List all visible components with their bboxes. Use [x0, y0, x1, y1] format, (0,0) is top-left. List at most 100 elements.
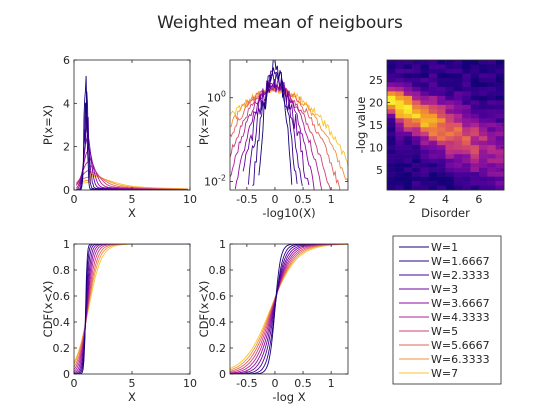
heatmap-cell	[387, 60, 396, 65]
heatmap-cell	[403, 149, 413, 155]
heatmap-cell	[453, 91, 463, 97]
panel-1: 0 5 10 0 2 4 6 X P(x=X)	[41, 54, 197, 220]
heatmap-cell	[445, 131, 455, 137]
heatmap-cell	[395, 77, 405, 83]
heatmap-cell	[462, 64, 471, 70]
series-layer	[74, 244, 190, 374]
heatmap-cell	[437, 104, 446, 110]
heatmap-cell	[445, 172, 455, 177]
heatmap-cell	[453, 176, 463, 182]
x-axis-label: X	[128, 390, 136, 404]
heatmap-cell	[487, 60, 496, 65]
heatmap-cell	[387, 154, 396, 159]
heatmap-cell	[395, 60, 405, 65]
heatmap-cell	[487, 145, 496, 150]
heatmap-cell	[470, 100, 480, 106]
heatmap-cell	[428, 158, 438, 164]
heatmap-cell	[412, 145, 421, 150]
heatmap-cell	[403, 185, 413, 191]
heatmap-cell	[462, 95, 471, 101]
heatmap-cell	[437, 149, 446, 155]
y-tick-label: 25	[369, 74, 383, 87]
series-line-w5	[74, 244, 190, 374]
series-line-w4	[242, 76, 310, 186]
heatmap-cell	[420, 158, 430, 164]
heatmap-cell	[478, 64, 488, 70]
heatmap-cell	[428, 100, 438, 106]
heatmap-cell	[445, 73, 455, 79]
heatmap-cell	[412, 149, 421, 155]
heatmap-cell	[428, 172, 438, 177]
heatmap-cell	[478, 154, 488, 159]
heatmap-cell	[437, 131, 446, 137]
heatmap-cell	[387, 158, 396, 164]
heatmap-cell	[412, 82, 421, 88]
heatmap-cell	[445, 154, 455, 159]
heatmap-cell	[470, 140, 480, 146]
heatmap-cell	[420, 77, 430, 83]
legend-label-w3: W=2.3333	[431, 269, 490, 282]
x-tick-label: 1	[328, 193, 335, 206]
heatmap-cell	[487, 113, 496, 119]
panel-5: -0.5 0 0.5 1 0 0.2 0.4 0.6 0.8 1 -log X CDF(x<X)	[197, 238, 349, 404]
x-tick-label: 4	[442, 193, 449, 206]
heatmap-cell	[428, 68, 438, 74]
heatmap-cell	[478, 82, 488, 88]
heatmap-cell	[445, 95, 455, 101]
heatmap-cell	[487, 73, 496, 79]
heatmap-cell	[403, 95, 413, 101]
heatmap-cell	[437, 73, 446, 79]
heatmap-cell	[428, 127, 438, 133]
y-tick-label: 1	[219, 238, 226, 251]
x-tick-label: 10	[183, 193, 197, 206]
heatmap-cell	[437, 185, 446, 191]
x-tick-label: 0	[271, 377, 278, 390]
heatmap-cell	[420, 127, 430, 133]
x-axis-label: -log10(X)	[262, 206, 315, 220]
heatmap-cell	[395, 181, 405, 186]
heatmap-cell	[487, 181, 496, 186]
heatmap-cell	[453, 68, 463, 74]
heatmap-cell	[445, 167, 455, 173]
heatmap-cell	[478, 68, 488, 74]
heatmap-cell	[462, 145, 471, 150]
heatmap-cell	[428, 91, 438, 97]
panel-4: 0 5 10 0 0.2 0.4 0.6 0.8 1 X CDF(x<X)	[41, 238, 197, 404]
x-tick-label: 6	[475, 193, 482, 206]
heatmap-cell	[387, 118, 396, 124]
heatmap-cell	[462, 86, 471, 92]
heatmap-cell	[387, 136, 396, 141]
heatmap-cell	[420, 73, 430, 79]
heatmap-cell	[495, 82, 505, 88]
series-line-w10	[230, 244, 348, 370]
heatmap-cell	[412, 136, 421, 141]
heatmap-cell	[420, 122, 430, 128]
y-tick-label: 20	[369, 97, 383, 110]
heatmap-cell	[403, 82, 413, 88]
heatmap-cell	[395, 176, 405, 182]
heatmap-cell	[478, 136, 488, 141]
heatmap-cell	[403, 91, 413, 97]
heatmap-cell	[495, 91, 505, 97]
heatmap-cell	[412, 154, 421, 159]
heatmap-cell	[387, 149, 396, 155]
heatmap-cell	[495, 113, 505, 119]
heatmap-cell	[495, 163, 505, 168]
heatmap-cell	[445, 185, 455, 191]
heatmap-cell	[420, 181, 430, 186]
heatmap-cell	[478, 145, 488, 150]
heatmap-cell	[387, 77, 396, 83]
x-tick-label: 0.5	[294, 193, 312, 206]
heatmap-cell	[387, 145, 396, 150]
heatmap-cell	[412, 163, 421, 168]
heatmap-cell	[487, 104, 496, 110]
x-axis-label: Disorder	[421, 206, 470, 220]
heatmap-cell	[420, 145, 430, 150]
series-line-w2	[252, 67, 298, 186]
heatmap-cell	[487, 163, 496, 168]
heatmap-cell	[470, 145, 480, 150]
heatmap-cell	[420, 60, 430, 65]
heatmap-cell	[462, 68, 471, 74]
heatmap-cell	[487, 149, 496, 155]
heatmap-cell	[428, 136, 438, 141]
